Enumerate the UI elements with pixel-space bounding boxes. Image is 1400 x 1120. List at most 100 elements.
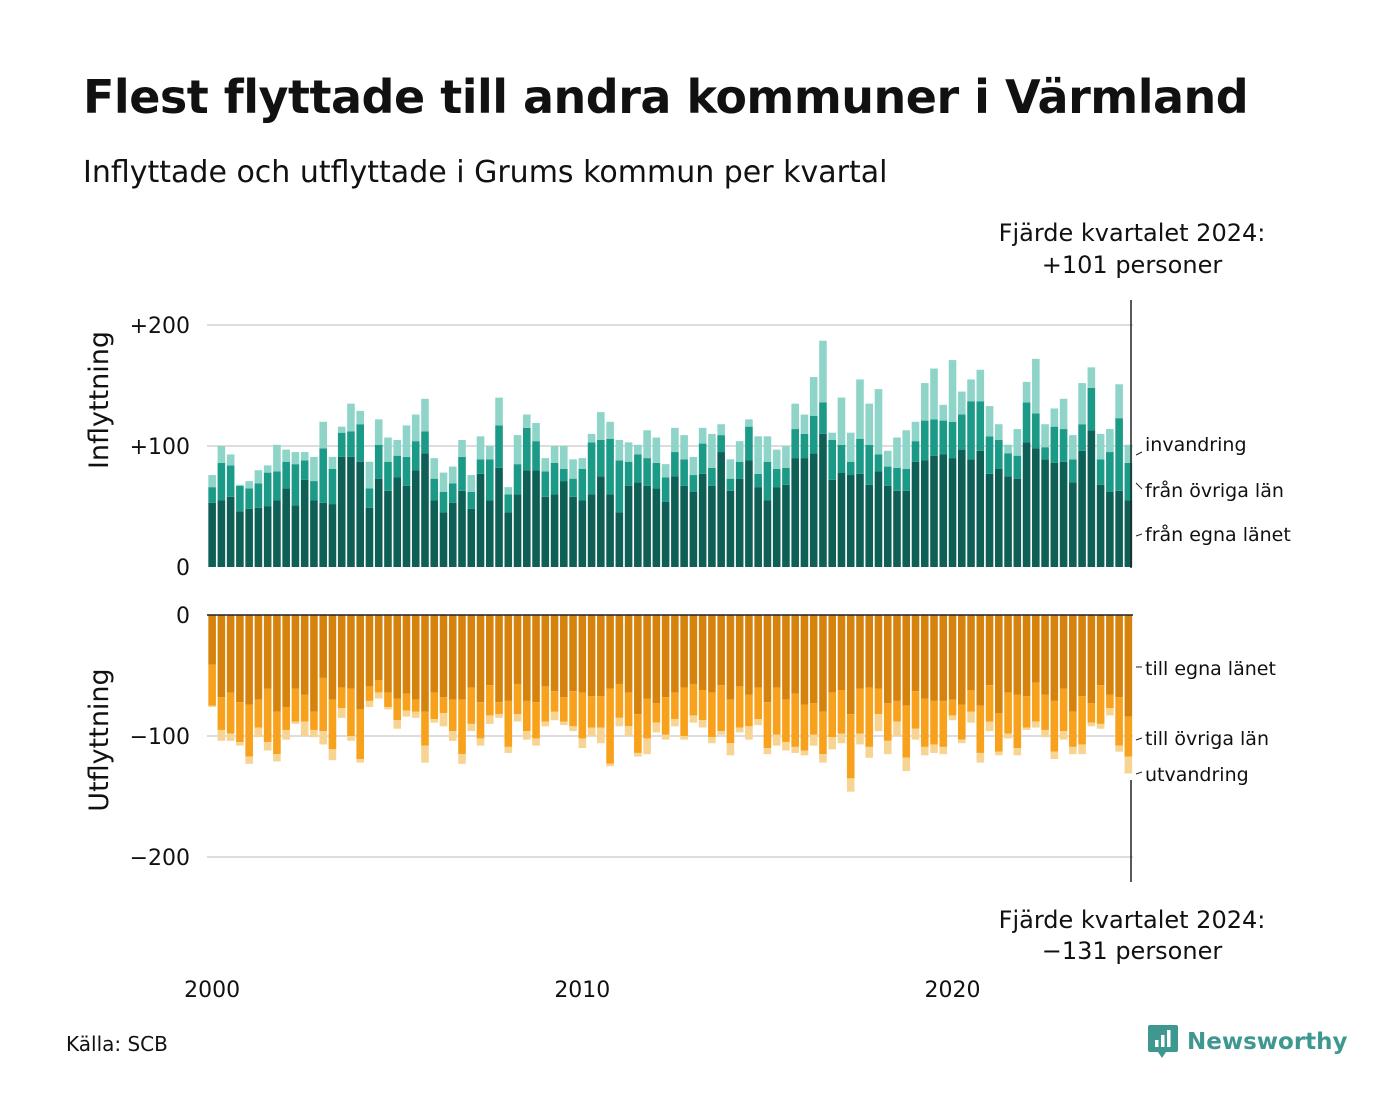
bar-outflow-other-counties: [791, 693, 799, 747]
bar-inflow-own-county: [615, 512, 624, 567]
bar-outflow-other-counties: [282, 706, 290, 730]
bar-inflow-other-counties: [208, 487, 216, 503]
bar-inflow-other-counties: [828, 439, 837, 480]
bar-inflow-other-counties: [846, 461, 855, 476]
bar-outflow-own-county: [421, 615, 429, 712]
bar-outflow-emigration: [957, 739, 966, 744]
bar-inflow-immigration: [374, 419, 383, 445]
bar-outflow-own-county: [578, 615, 587, 693]
bar-inflow-immigration: [902, 430, 911, 469]
bar-inflow-other-counties: [550, 462, 559, 495]
bar-inflow-immigration: [939, 404, 948, 421]
bar-outflow-own-county: [643, 615, 651, 699]
bar-outflow-own-county: [772, 615, 781, 688]
bar-outflow-emigration: [411, 711, 420, 718]
bar-inflow-own-county: [782, 484, 790, 567]
bar-outflow-emigration: [985, 721, 994, 732]
bar-outflow-other-counties: [1050, 700, 1059, 752]
bar-outflow-emigration: [652, 722, 661, 733]
bar-outflow-emigration: [217, 729, 226, 741]
bar-outflow-other-counties: [495, 702, 503, 715]
bar-outflow-other-counties: [1078, 696, 1086, 745]
bar-inflow-immigration: [1124, 444, 1133, 463]
bar-outflow-own-county: [495, 615, 503, 703]
bar-inflow-own-county: [485, 500, 494, 567]
bar-inflow-own-county: [245, 508, 253, 567]
bar-outflow-emigration: [504, 746, 513, 753]
bar-outflow-own-county: [791, 615, 799, 694]
bar-outflow-emigration: [976, 752, 985, 763]
bar-outflow-other-counties: [615, 683, 624, 718]
bar-outflow-emigration: [273, 754, 281, 762]
bar-inflow-own-county: [384, 490, 392, 567]
bar-outflow-other-counties: [550, 691, 559, 712]
bar-outflow-emigration: [587, 727, 596, 736]
bar-inflow-own-county: [1022, 442, 1031, 567]
bar-outflow-emigration: [430, 719, 439, 723]
bar-inflow-other-counties: [541, 471, 550, 497]
bar-inflow-other-counties: [300, 460, 309, 480]
bar-inflow-immigration: [254, 470, 263, 484]
bar-inflow-own-county: [504, 512, 513, 567]
bar-outflow-own-county: [837, 615, 846, 691]
bar-inflow-immigration: [754, 436, 762, 474]
bar-inflow-own-county: [800, 458, 809, 567]
bar-outflow-own-county: [976, 615, 985, 706]
bar-outflow-own-county: [606, 615, 614, 689]
bar-outflow-other-counties: [726, 699, 735, 744]
bar-outflow-own-county: [587, 615, 596, 697]
bar-inflow-other-counties: [1032, 413, 1040, 449]
bar-outflow-emigration: [1022, 727, 1031, 730]
bar-outflow-own-county: [717, 615, 725, 686]
bar-outflow-other-counties: [569, 691, 577, 727]
bar-inflow-own-county: [587, 494, 596, 567]
leader-utvandring: [1135, 771, 1143, 775]
bar-inflow-immigration: [967, 379, 975, 402]
bar-inflow-own-county: [652, 488, 661, 567]
bar-inflow-own-county: [1115, 490, 1123, 567]
bar-outflow-own-county: [967, 615, 975, 691]
bar-outflow-other-counties: [402, 693, 411, 711]
bar-inflow-own-county: [902, 490, 911, 567]
series-label-fran-egna-lanet: från egna länet: [1145, 523, 1291, 546]
bar-outflow-own-county: [1022, 615, 1031, 697]
bar-inflow-other-counties: [1106, 452, 1114, 492]
bar-outflow-other-counties: [384, 692, 392, 707]
bar-inflow-other-counties: [1115, 418, 1123, 491]
bar-outflow-other-counties: [856, 688, 864, 734]
bar-outflow-own-county: [735, 615, 744, 687]
y-tick-label-inflow: +200: [130, 314, 190, 339]
bar-outflow-own-county: [948, 615, 957, 700]
bar-outflow-emigration: [995, 751, 1003, 756]
bar-inflow-own-county: [939, 454, 948, 567]
bar-inflow-other-counties: [967, 401, 975, 460]
bar-outflow-own-county: [1106, 615, 1114, 695]
bar-inflow-own-county: [1124, 500, 1133, 567]
bar-inflow-own-county: [597, 476, 605, 567]
bar-inflow-own-county: [448, 502, 457, 567]
bar-outflow-other-counties: [837, 690, 846, 734]
bar-inflow-own-county: [967, 459, 975, 567]
bar-inflow-other-counties: [319, 448, 327, 503]
bar-outflow-other-counties: [754, 687, 762, 720]
bar-outflow-emigration: [1032, 721, 1040, 728]
bar-outflow-own-county: [883, 615, 892, 704]
y-tick-label-outflow: −200: [130, 846, 190, 871]
y-tick-labels: 0 +100 +200 0 −100 −200: [130, 314, 190, 871]
bar-inflow-own-county: [643, 485, 651, 567]
bar-outflow-own-county: [365, 615, 374, 687]
bar-inflow-own-county: [254, 507, 263, 567]
bar-inflow-own-county: [523, 470, 531, 567]
bar-outflow-own-county: [1069, 615, 1077, 712]
bar-inflow-own-county: [819, 433, 827, 567]
bar-outflow-emigration: [356, 758, 365, 763]
inflow-bars: [208, 340, 1133, 567]
bar-inflow-own-county: [883, 485, 892, 567]
bar-outflow-other-counties: [1115, 697, 1123, 746]
bar-inflow-own-county: [291, 505, 300, 567]
bar-outflow-own-county: [1087, 615, 1096, 704]
bar-inflow-own-county: [995, 468, 1003, 567]
bar-inflow-own-county: [458, 490, 466, 567]
bar-outflow-other-counties: [1004, 692, 1012, 734]
bar-outflow-other-counties: [828, 692, 837, 738]
